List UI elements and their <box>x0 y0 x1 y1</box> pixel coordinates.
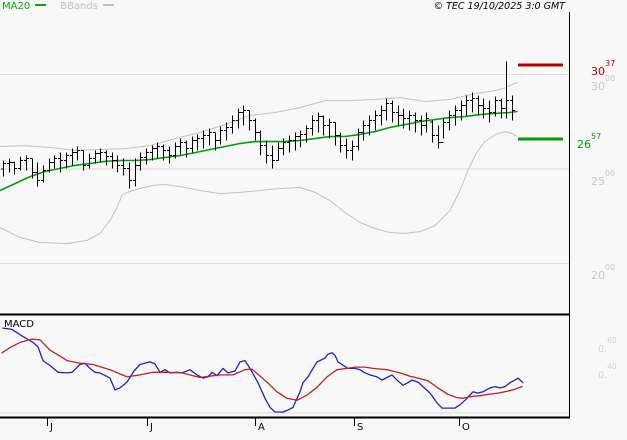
ma20-line-swatch-icon <box>35 4 47 6</box>
chart-legend: MA20 BBands <box>2 1 128 12</box>
level-label-2657: 2657 <box>577 132 602 151</box>
price-axis-label-3000: 3000 <box>591 74 616 93</box>
legend-label-bbands: BBands <box>60 1 98 12</box>
macd-panel-label: MACD <box>4 319 34 330</box>
macd-axis-label-0.4: 0.40 <box>598 362 617 382</box>
copyright-timestamp: © TEC 19/10/2025 3:0 GMT <box>433 1 565 12</box>
month-label: O <box>462 422 470 433</box>
legend-label-ma20: MA20 <box>2 1 31 12</box>
month-label: J <box>150 422 153 433</box>
month-label: A <box>258 422 265 433</box>
month-label: J <box>50 422 53 433</box>
level-label-3037: 3037 <box>591 59 616 78</box>
bbands-line-swatch-icon <box>102 4 114 6</box>
legend-item-ma20[interactable]: MA20 <box>2 1 47 12</box>
macd-axis-label-0.6: 0.60 <box>598 336 617 356</box>
price-axis-label-2500: 2500 <box>591 169 616 188</box>
price-axis-label-2000: 2000 <box>591 263 616 282</box>
legend-item-bbands[interactable]: BBands <box>60 1 114 12</box>
month-label: S <box>357 422 364 433</box>
